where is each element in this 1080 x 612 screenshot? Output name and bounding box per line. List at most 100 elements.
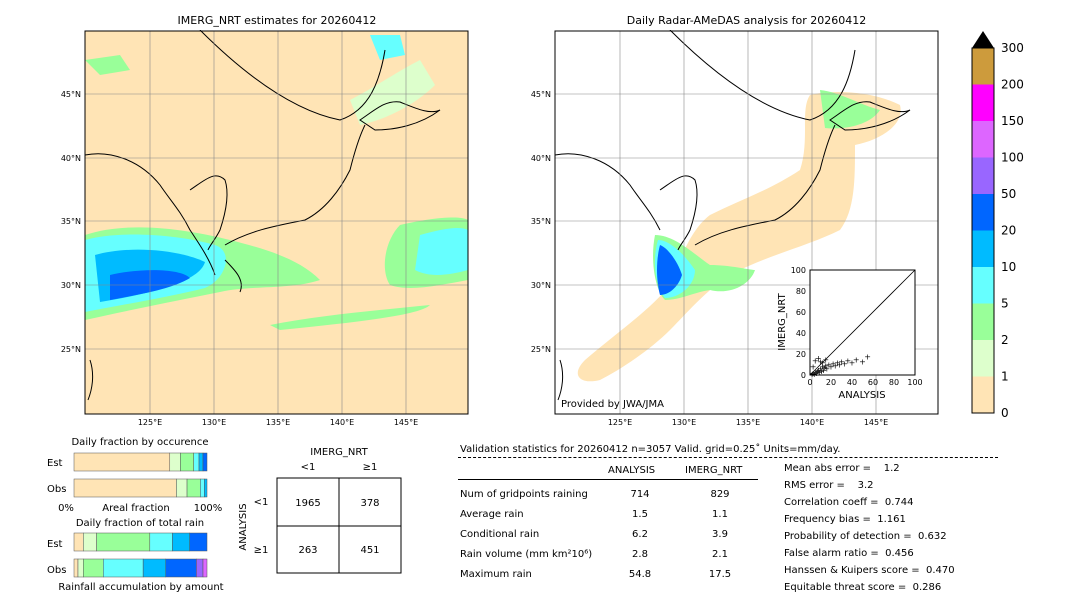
- coast-china: [554, 153, 661, 231]
- fraction-segment: [198, 452, 204, 472]
- colorbar-block: [972, 376, 994, 413]
- scatter-point: +: [810, 363, 817, 372]
- stat-label: Num of gridpoints raining: [460, 489, 588, 500]
- fraction-segment: [103, 558, 144, 578]
- occ-xlabel-mid: Areal fraction: [102, 503, 169, 514]
- scatter-point: +: [816, 368, 823, 377]
- fraction-segment: [142, 558, 167, 578]
- colorbar-label: 50: [1001, 187, 1016, 201]
- colorbar-block: [972, 267, 994, 304]
- scatter-point: +: [811, 370, 818, 379]
- scatter-point: +: [830, 359, 837, 368]
- lon-tick: 130°E: [202, 418, 226, 427]
- inset-xtick: 80: [889, 378, 899, 387]
- right-map-frame: [554, 30, 939, 415]
- inset-xtick: 40: [847, 378, 857, 387]
- colorbar-label: 150: [1001, 114, 1024, 128]
- colorbar-label: 2: [1001, 333, 1009, 347]
- contingency-col-header: IMERG_NRT: [310, 447, 368, 458]
- fraction-segment: [169, 452, 181, 472]
- lat-tick: 30°N: [61, 281, 81, 290]
- colorbar-block: [972, 303, 994, 340]
- rain-band-east-cyan: [415, 227, 468, 275]
- colorbar-block: [972, 157, 994, 194]
- fraction-segment: [96, 532, 151, 552]
- radar-core: [657, 245, 682, 295]
- contingency-cell: 378: [360, 498, 379, 509]
- fraction-segment: [186, 478, 201, 498]
- score-line: Equitable threat score = 0.286: [784, 582, 942, 593]
- scatter-point: +: [844, 356, 851, 365]
- right-map-title: Daily Radar-AMeDAS analysis for 20260412: [626, 14, 867, 27]
- left-map: 45°N 40°N 35°N 30°N 25°N 125°E 130°E 135…: [61, 30, 469, 427]
- colorbar-label: 300: [1001, 41, 1024, 55]
- inset-points: ++++++++++++++++++++++++++ ++++++++: [809, 353, 871, 379]
- occ-row-label: Est: [47, 458, 63, 469]
- scatter-point: +: [826, 361, 833, 370]
- occurrence-chart: Est Obs 0% Areal fraction 100%: [47, 452, 223, 514]
- coast-kyushu: [224, 259, 242, 293]
- coast-taiwan: [557, 359, 564, 401]
- score-line: Correlation coeff = 0.744: [784, 497, 914, 508]
- occ-xlabel-left: 0%: [58, 503, 74, 514]
- colorbar-block: [972, 48, 994, 85]
- col-analysis-header: ANALYSIS: [608, 465, 656, 476]
- contingency-cell: 1965: [295, 498, 320, 509]
- inset-ytick: 20: [796, 350, 806, 359]
- fraction-segment: [73, 478, 177, 498]
- contingency-row-label: ≥1: [254, 545, 269, 556]
- scatter-point: +: [864, 353, 871, 362]
- left-map-title: IMERG_NRT estimates for 20260412: [177, 14, 377, 27]
- lat-tick: 25°N: [61, 345, 81, 354]
- inset-ytick: 0: [801, 371, 806, 380]
- lon-tick: 125°E: [138, 418, 162, 427]
- stat-analysis-value: 6.2: [632, 529, 648, 540]
- coast-hokkaido: [829, 101, 911, 131]
- scatter-point: +: [821, 364, 828, 373]
- inset-xtick: 60: [868, 378, 878, 387]
- coast-china: [84, 153, 216, 276]
- scatter-point: +: [836, 361, 843, 370]
- left-map-grid: [85, 31, 468, 414]
- credit-label: Provided by JWA/JMA: [561, 399, 664, 410]
- radar-coverage: [577, 92, 901, 382]
- coast-honshu: [694, 124, 836, 246]
- inset-diagonal: [809, 269, 916, 376]
- colorbar-label: 1: [1001, 370, 1009, 384]
- left-map-frame: [84, 30, 469, 415]
- contingency-cell: 263: [298, 545, 317, 556]
- occ-xlabel-right: 100%: [194, 503, 223, 514]
- rain-north-cyan: [370, 35, 405, 60]
- radar-hokkaido: [820, 90, 880, 129]
- stat-imerg-value: 1.1: [712, 509, 728, 520]
- lon-tick: 135°E: [266, 418, 290, 427]
- score-line: Frequency bias = 1.161: [784, 514, 906, 525]
- lon-tick: 130°E: [672, 418, 696, 427]
- scatter-point: +: [819, 363, 826, 372]
- lat-tick: 25°N: [531, 345, 551, 354]
- scatter-point: +: [810, 369, 817, 378]
- contingency-row-header: ANALYSIS: [238, 503, 249, 550]
- fraction-segment: [149, 532, 173, 552]
- stat-imerg-value: 2.1: [712, 549, 728, 560]
- validation-header-rule: [458, 479, 758, 480]
- lon-tick: 145°E: [394, 418, 418, 427]
- colorbar-label: 10: [1001, 260, 1016, 274]
- total-title: Daily fraction of total rain: [75, 518, 205, 529]
- rain-north: [350, 60, 435, 125]
- contingency-cell: 451: [360, 545, 379, 556]
- inset-ytick: 60: [796, 308, 806, 317]
- tot-row-label: Obs: [47, 565, 66, 576]
- occurrence-title: Daily fraction by occurence: [71, 437, 209, 448]
- score-line: Probability of detection = 0.632: [784, 531, 947, 542]
- tot-xlabel: Rainfall accumulation by amount: [58, 582, 223, 593]
- occ-row-label: Obs: [47, 484, 66, 495]
- fraction-segment: [77, 558, 84, 578]
- inset-ytick: 80: [796, 287, 806, 296]
- colorbar-block: [972, 194, 994, 231]
- fraction-segment: [189, 532, 208, 552]
- col-imerg-header: IMERG_NRT: [685, 465, 743, 476]
- total-chart: Est Obs Rainfall accumulation by amount: [47, 532, 224, 593]
- scatter-point: +: [813, 369, 820, 378]
